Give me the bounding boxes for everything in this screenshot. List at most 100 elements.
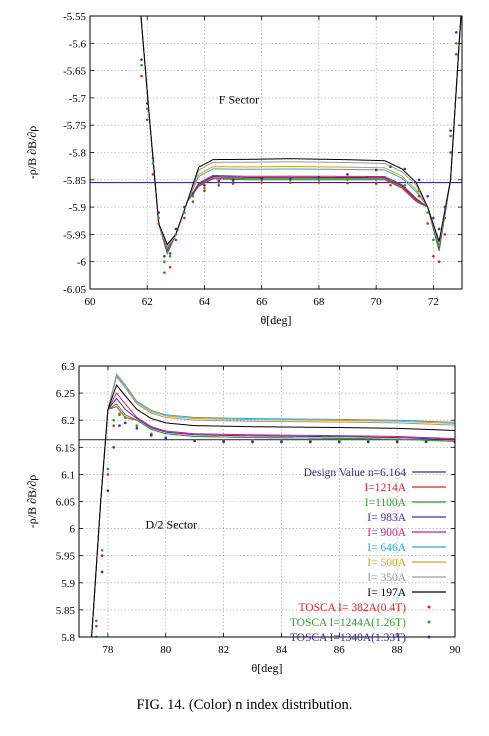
legend-label: I= 646A [367,542,406,554]
tosca-point-1 [168,265,172,269]
y-tick-label: 6.2 [61,415,75,427]
tosca-point-2 [112,418,116,422]
tosca-point-3 [183,205,186,209]
tosca-point-3 [366,440,370,444]
tosca-point-3 [151,156,155,160]
d2-sector-axes: 78 80 82 84 86 88 90 5.8 5.85 5.9 5.95 6 6.05 6.1 6.15… [56,361,461,656]
tosca-point-1 [203,189,206,193]
tosca-point-3 [123,421,127,425]
tosca-point-1 [191,200,195,203]
legend-dot-swatch [427,605,431,609]
series-line-5 [91,373,455,637]
tosca-point-2 [389,179,392,183]
tosca-point-1 [217,183,221,187]
tosca-point-2 [443,216,447,220]
legend-label: I= 500A [367,557,406,569]
tosca-point-1 [417,194,421,198]
tosca-point-3 [106,489,110,492]
tosca-point-2 [168,254,172,258]
x-tick-label: 72 [428,296,439,308]
tosca-point-3 [163,254,166,258]
tosca-point-2 [449,134,452,138]
y-tick-label: 6 [70,524,76,536]
tosca-point-1 [432,254,435,258]
tosca-point-1 [95,624,98,628]
series-line-7 [140,16,462,247]
tosca-point-2 [437,244,441,247]
tosca-point-2 [317,178,321,182]
legend-dot-swatch [427,635,431,639]
legend-label: I= 350A [367,572,406,584]
series-line-2 [91,403,455,637]
tosca-point-3 [168,252,172,255]
x-tick-label: 90 [450,644,462,656]
tosca-point-3 [317,175,321,179]
series-line-7 [91,375,455,637]
x-tick-label: 82 [218,644,229,656]
tosca-point-1 [443,233,447,236]
tosca-point-1 [449,151,452,154]
tosca-point-2 [95,619,98,623]
tosca-point-1 [163,271,166,274]
legend-label: TOSCA I= 382A(0.4T) [298,602,406,614]
tosca-point-2 [163,260,166,264]
tosca-point-3 [118,424,121,427]
legend-label: I= 900A [367,527,406,539]
tosca-point-3 [454,31,458,34]
x-tick-label: 78 [102,644,114,656]
tosca-point-3 [338,440,341,444]
x-tick-label: 60 [85,296,97,308]
y-tick-label: -5.65 [63,66,86,78]
tosca-point-3 [432,216,435,220]
d2-sector-x-axis-label: θ[deg] [251,661,282,675]
tosca-point-1 [140,74,143,78]
tosca-point-3 [217,179,221,183]
legend-dot-swatch [427,620,431,624]
d2-sector-annotation: D/2 Sector [146,518,198,532]
series-line-8 [91,383,455,637]
tosca-point-3 [112,446,116,449]
f-sector-grid [90,16,462,289]
tosca-point-3 [251,440,254,444]
y-tick-label: -5.7 [69,93,87,105]
tosca-point-2 [183,211,186,214]
tosca-point-2 [191,194,195,198]
series-line-1 [140,16,462,255]
tosca-point-1 [151,173,155,176]
tosca-point-1 [100,554,104,557]
legend-label: TOSCA I=1340A(1.33T) [290,632,406,644]
tosca-point-1 [106,473,110,476]
y-tick-label: 5.9 [61,578,75,590]
tosca-point-1 [426,222,429,225]
series-line-2 [140,16,462,255]
y-tick-label: -5.8 [69,148,87,160]
tosca-point-3 [193,439,196,443]
series-line-6 [140,16,462,248]
tosca-point-3 [191,192,195,195]
tosca-point-1 [374,182,378,185]
y-tick-label: 6.25 [56,388,76,400]
tosca-point-2 [203,186,206,190]
tosca-point-1 [289,181,292,184]
tosca-point-2 [118,412,121,415]
f-sector-data [90,16,462,274]
tosca-point-2 [157,216,160,220]
tosca-point-2 [403,183,407,187]
tosca-point-2 [100,548,104,552]
x-tick-label: 62 [142,296,153,308]
tosca-point-3 [424,440,428,444]
tosca-point-1 [317,181,321,184]
x-tick-label: 64 [199,296,211,308]
tosca-point-3 [395,440,399,444]
y-tick-label: -5.6 [69,38,87,50]
tosca-point-3 [309,440,312,444]
tosca-point-3 [280,440,283,444]
tosca-point-3 [389,165,392,168]
tosca-point-2 [145,107,149,111]
d2-sector-y-axis-label: -ρ/B ∂B/∂ρ [25,475,39,529]
y-tick-label: -6 [77,257,87,269]
tosca-point-2 [151,162,155,165]
f-sector-axes: 60 62 64 66 68 70 72 -6.05 -6 -5.95 -5.9 -5.85 -5.8 -… [63,11,463,308]
x-tick-label: 80 [160,644,172,656]
tosca-point-2 [106,467,110,471]
